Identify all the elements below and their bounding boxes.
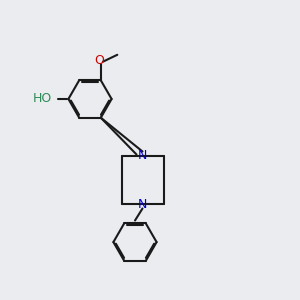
Text: N: N [138, 149, 147, 162]
Text: N: N [138, 198, 147, 211]
Text: O: O [94, 54, 104, 67]
Text: HO: HO [33, 92, 52, 106]
